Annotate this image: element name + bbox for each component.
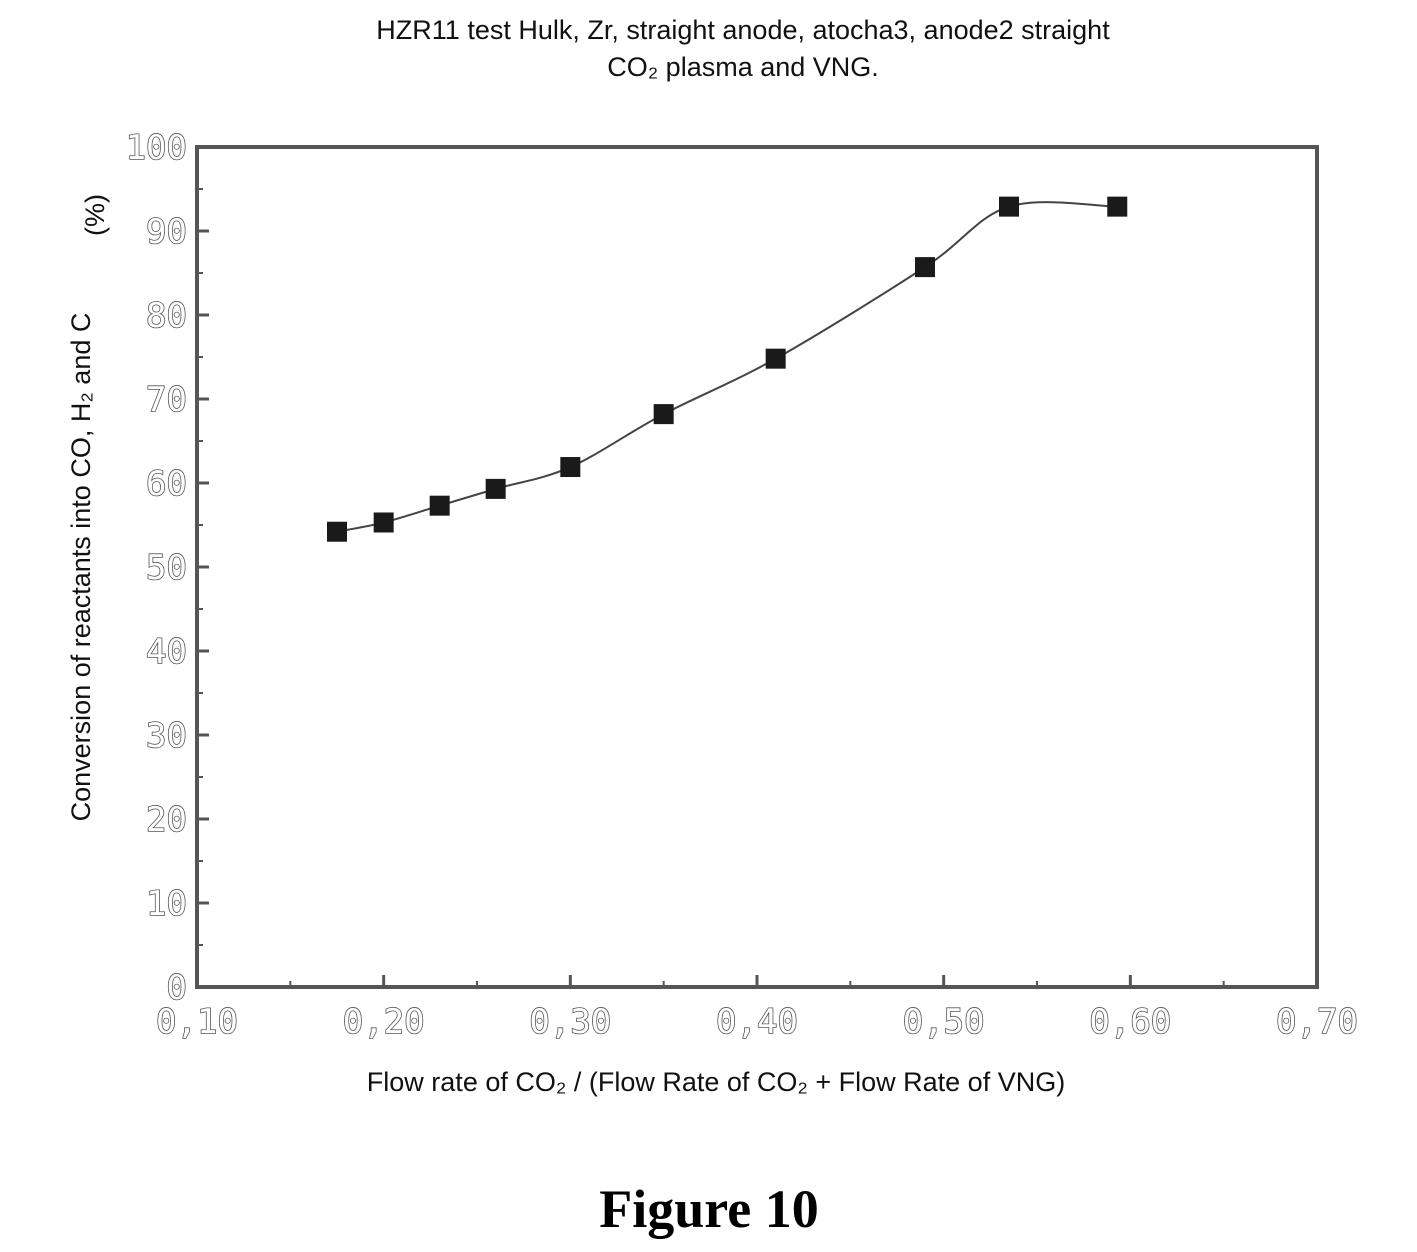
y-tick-label: 40 xyxy=(146,632,187,672)
data-point xyxy=(374,512,394,532)
y-tick-label: 80 xyxy=(146,296,187,336)
y-axis-label: Conversion of reactants into CO, H₂ and … xyxy=(66,313,96,822)
data-point xyxy=(327,522,347,542)
data-point xyxy=(654,404,674,424)
plot-frame xyxy=(197,147,1317,987)
data-point xyxy=(560,457,580,477)
figure-caption: Figure 10 xyxy=(599,1179,818,1239)
x-tick-label: 0,70 xyxy=(1276,1002,1358,1042)
x-tick-label: 0,50 xyxy=(903,1002,985,1042)
data-point xyxy=(430,496,450,516)
x-tick-label: 0,60 xyxy=(1089,1002,1171,1042)
y-tick-label: 30 xyxy=(146,716,187,756)
series-markers xyxy=(327,197,1127,542)
x-tick-label: 0,20 xyxy=(343,1002,425,1042)
x-tick-label: 0,10 xyxy=(156,1002,238,1042)
chart-subtitle: CO₂ plasma and VNG. xyxy=(607,52,879,82)
y-tick-label: 20 xyxy=(146,800,187,840)
x-axis-label: Flow rate of CO₂ / (Flow Rate of CO₂ + F… xyxy=(367,1067,1065,1097)
data-point xyxy=(1107,197,1127,217)
y-axis-unit: (%) xyxy=(80,194,110,236)
y-tick-label: 60 xyxy=(146,464,187,504)
data-point xyxy=(915,257,935,277)
data-point xyxy=(766,349,786,369)
series-line xyxy=(337,202,1117,532)
chart-title: HZR11 test Hulk, Zr, straight anode, ato… xyxy=(376,15,1110,45)
data-point xyxy=(999,197,1019,217)
plot-area: 0102030405060708090100 0,100,200,300,400… xyxy=(126,128,1358,1042)
x-tick-label: 0,40 xyxy=(716,1002,798,1042)
y-tick-label: 70 xyxy=(146,380,187,420)
data-point xyxy=(486,479,506,499)
x-tick-label: 0,30 xyxy=(529,1002,611,1042)
y-tick-label: 90 xyxy=(146,212,187,252)
y-tick-label: 50 xyxy=(146,548,187,588)
y-tick-label: 10 xyxy=(146,884,187,924)
y-tick-label: 100 xyxy=(126,128,187,168)
